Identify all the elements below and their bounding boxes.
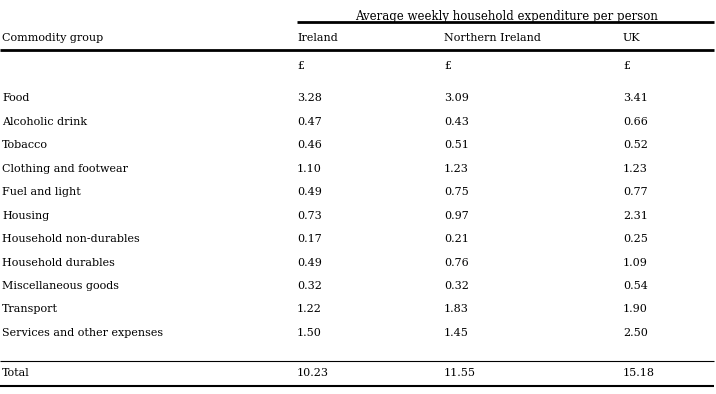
Text: 1.83: 1.83	[444, 305, 469, 314]
Text: Clothing and footwear: Clothing and footwear	[2, 164, 128, 173]
Text: Household non-durables: Household non-durables	[2, 234, 140, 244]
Text: 0.21: 0.21	[444, 234, 469, 244]
Text: 11.55: 11.55	[444, 368, 476, 379]
Text: Average weekly household expenditure per person: Average weekly household expenditure per…	[355, 10, 658, 23]
Text: £: £	[623, 61, 630, 71]
Text: 0.51: 0.51	[444, 140, 469, 150]
Text: Fuel and light: Fuel and light	[2, 187, 81, 197]
Text: 0.77: 0.77	[623, 187, 647, 197]
Text: Food: Food	[2, 93, 29, 103]
Text: 0.52: 0.52	[623, 140, 648, 150]
Text: 1.50: 1.50	[297, 328, 322, 338]
Text: 1.22: 1.22	[297, 305, 322, 314]
Text: 0.49: 0.49	[297, 258, 322, 268]
Text: Housing: Housing	[2, 210, 49, 221]
Text: UK: UK	[623, 33, 641, 43]
Text: Commodity group: Commodity group	[2, 33, 103, 43]
Text: £: £	[444, 61, 451, 71]
Text: 0.54: 0.54	[623, 281, 648, 291]
Text: Alcoholic drink: Alcoholic drink	[2, 117, 87, 126]
Text: 0.32: 0.32	[297, 281, 322, 291]
Text: 0.49: 0.49	[297, 187, 322, 197]
Text: 15.18: 15.18	[623, 368, 655, 379]
Text: 2.31: 2.31	[623, 210, 648, 221]
Text: Northern Ireland: Northern Ireland	[444, 33, 541, 43]
Text: Total: Total	[2, 368, 30, 379]
Text: 3.09: 3.09	[444, 93, 469, 103]
Text: £: £	[297, 61, 304, 71]
Text: Transport: Transport	[2, 305, 58, 314]
Text: Ireland: Ireland	[297, 33, 338, 43]
Text: 0.66: 0.66	[623, 117, 648, 126]
Text: 1.23: 1.23	[623, 164, 648, 173]
Text: 0.32: 0.32	[444, 281, 469, 291]
Text: 0.73: 0.73	[297, 210, 322, 221]
Text: 0.75: 0.75	[444, 187, 469, 197]
Text: 0.43: 0.43	[444, 117, 469, 126]
Text: 0.46: 0.46	[297, 140, 322, 150]
Text: 0.17: 0.17	[297, 234, 322, 244]
Text: 1.23: 1.23	[444, 164, 469, 173]
Text: 0.47: 0.47	[297, 117, 322, 126]
Text: Household durables: Household durables	[2, 258, 115, 268]
Text: 1.45: 1.45	[444, 328, 469, 338]
Text: Tobacco: Tobacco	[2, 140, 48, 150]
Text: 10.23: 10.23	[297, 368, 329, 379]
Text: Services and other expenses: Services and other expenses	[2, 328, 163, 338]
Text: 0.97: 0.97	[444, 210, 469, 221]
Text: 1.10: 1.10	[297, 164, 322, 173]
Text: 0.25: 0.25	[623, 234, 648, 244]
Text: 3.28: 3.28	[297, 93, 322, 103]
Text: 1.09: 1.09	[623, 258, 648, 268]
Text: 1.90: 1.90	[623, 305, 648, 314]
Text: Miscellaneous goods: Miscellaneous goods	[2, 281, 119, 291]
Text: 0.76: 0.76	[444, 258, 469, 268]
Text: 2.50: 2.50	[623, 328, 648, 338]
Text: 3.41: 3.41	[623, 93, 648, 103]
